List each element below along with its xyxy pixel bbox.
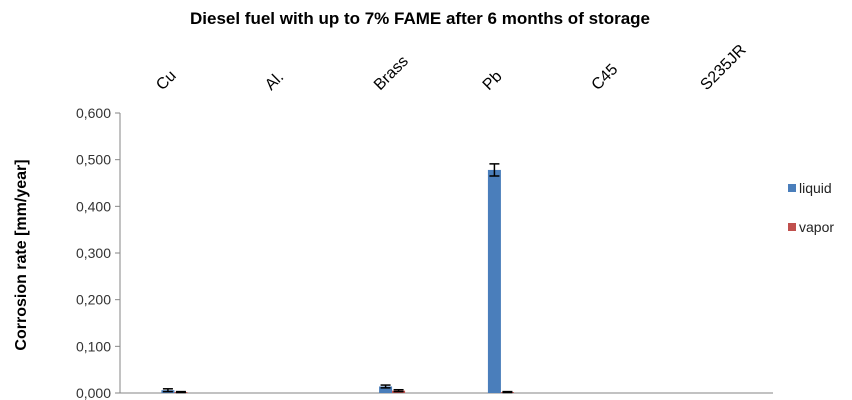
legend-swatch-vapor — [788, 223, 796, 231]
error-bar — [489, 163, 500, 177]
y-tick-label: 0,100 — [76, 338, 111, 354]
y-tick-label: 0,500 — [76, 152, 111, 168]
x-category-label: S235JR — [697, 42, 749, 94]
x-category-label: Cu — [153, 67, 179, 93]
y-tick-label: 0,400 — [76, 198, 111, 214]
chart-title: Diesel fuel with up to 7% FAME after 6 m… — [190, 9, 650, 28]
x-category-label: Al. — [262, 69, 287, 94]
error-bar — [162, 388, 173, 393]
legend-label-liquid: liquid — [799, 180, 832, 196]
bar-liquid — [487, 169, 501, 393]
error-bar — [393, 388, 404, 393]
x-category-label: Brass — [371, 53, 412, 94]
y-tick-label: 0,000 — [76, 385, 111, 400]
y-axis-label: Corrosion rate [mm/year] — [13, 159, 30, 350]
error-bar — [175, 390, 186, 394]
legend-label-vapor: vapor — [799, 219, 834, 235]
error-bar — [502, 390, 513, 394]
x-category-label: Pb — [480, 68, 506, 94]
y-tick-label: 0,200 — [76, 292, 111, 308]
y-tick-label: 0,600 — [76, 105, 111, 121]
bar-liquid — [379, 386, 393, 393]
plot-area: 0,000 0,100 0,200 0,300 0,400 0,500 0,600 Cu Al.… — [76, 42, 773, 400]
error-bar — [380, 384, 391, 389]
x-category-label: C45 — [589, 61, 622, 94]
y-tick-label: 0,300 — [76, 245, 111, 261]
legend: liquid vapor — [788, 180, 834, 235]
legend-swatch-liquid — [788, 184, 796, 192]
